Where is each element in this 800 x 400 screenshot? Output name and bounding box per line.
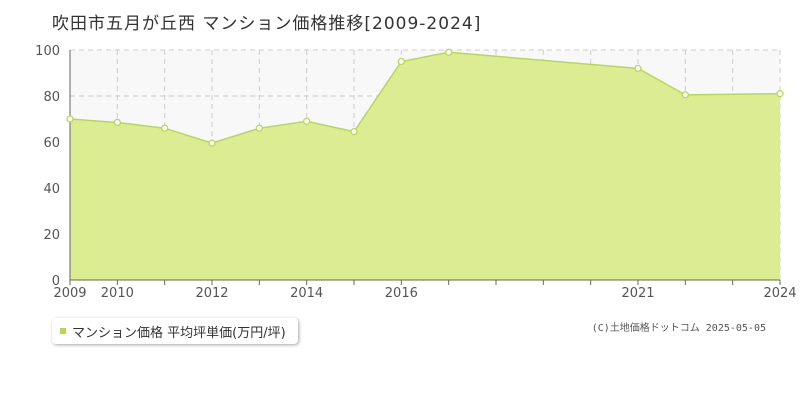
y-tick-label: 100	[35, 44, 60, 59]
data-point	[776, 90, 784, 98]
data-point	[66, 115, 74, 123]
y-tick-label: 60	[43, 136, 60, 151]
x-tick-label: 2024	[763, 286, 796, 301]
legend-swatch	[60, 328, 66, 334]
x-tick-label: 2009	[53, 286, 86, 301]
data-point	[255, 124, 263, 132]
data-point	[634, 64, 642, 73]
series-line	[69, 51, 781, 144]
y-tick-label: 20	[43, 228, 60, 243]
y-tick-label: 0	[52, 274, 60, 289]
x-tick-label: 2016	[385, 286, 418, 301]
x-tick-label: 2012	[195, 286, 228, 301]
legend-label: マンション価格 平均坪単価(万円/坪)	[72, 325, 286, 341]
data-point	[397, 57, 405, 66]
data-point	[681, 91, 689, 99]
x-tick-label: 2010	[101, 286, 134, 301]
y-tick-label: 40	[43, 182, 60, 197]
data-point	[113, 118, 121, 127]
data-point	[161, 124, 169, 132]
x-tick-label: 2014	[290, 286, 323, 301]
y-tick-label: 80	[43, 90, 60, 105]
data-point	[445, 48, 453, 56]
data-point	[208, 139, 216, 147]
credit-text: (C)土地価格ドットコム 2025-05-05	[591, 323, 766, 334]
data-point	[350, 127, 358, 136]
x-tick-label: 2021	[621, 286, 654, 301]
area-fill	[70, 52, 780, 280]
chart-title: 吹田市五月が丘西 マンション価格推移[2009-2024]	[52, 14, 482, 34]
legend: マンション価格 平均坪単価(万円/坪)	[52, 318, 298, 344]
data-point	[303, 117, 311, 125]
